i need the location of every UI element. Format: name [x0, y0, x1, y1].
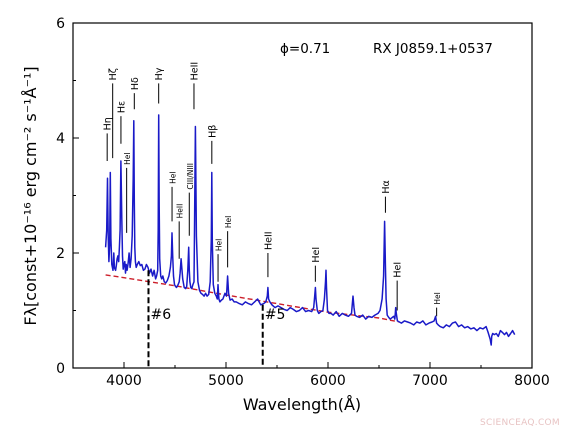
x-tick-label: 4000 — [106, 373, 142, 389]
y-tick-label: 2 — [56, 246, 65, 262]
y-tick-label: 0 — [56, 361, 65, 377]
marker-label: #5 — [265, 307, 286, 323]
line-id-label: HeI — [393, 262, 404, 278]
line-id-label: Hε — [116, 101, 127, 113]
line-id-label: HeII — [189, 62, 200, 81]
watermark: SCIENCEAQ.COM — [480, 418, 560, 428]
plot-area — [73, 23, 532, 368]
line-id-label: HeI — [123, 152, 132, 164]
annotation-layer: Hη Hζ Hε HeI Hδ Hγ HeII Hβ HeI HeII CIII/NIII HeI He… — [103, 62, 442, 368]
y-tick-label: 6 — [56, 16, 65, 32]
object-label: RX J0859.1+0537 — [373, 41, 493, 57]
line-id-label: HeI — [224, 216, 233, 228]
line-id-label: Hζ — [108, 68, 119, 80]
x-tick-label: 7000 — [412, 373, 448, 389]
series-layer — [104, 114, 516, 346]
marker-label: #6 — [150, 307, 171, 323]
line-id-label: Hδ — [130, 77, 141, 90]
line-id-label: HeII — [263, 231, 274, 250]
line-id-label: HeI — [215, 239, 224, 251]
line-id-label: HeI — [311, 247, 322, 263]
y-tick-label: 4 — [56, 131, 65, 147]
x-tick-label: 8000 — [514, 373, 550, 389]
x-axis-label: Wavelength(Å) — [243, 395, 361, 414]
x-tick-label: 5000 — [208, 373, 244, 389]
spectrum-line — [104, 114, 516, 346]
x-tick-label: 6000 — [310, 373, 346, 389]
line-id-label: Hα — [381, 180, 392, 193]
y-axis-label: Fλ[const+10⁻¹⁶ erg cm⁻² s⁻¹Å⁻¹] — [21, 66, 40, 325]
line-id-label: HeI — [433, 292, 442, 304]
line-id-label: Hη — [103, 117, 114, 130]
phase-label: ϕ=0.71 — [280, 41, 330, 57]
line-id-label: Hγ — [154, 67, 165, 80]
line-id-label: Hβ — [207, 125, 218, 138]
line-id-label: HeII — [176, 204, 185, 219]
line-id-label: HeI — [169, 171, 178, 183]
line-id-label: CIII/NIII — [186, 163, 195, 190]
ticks-layer: 4000 5000 6000 7000 8000 0 2 4 6 — [56, 16, 550, 389]
